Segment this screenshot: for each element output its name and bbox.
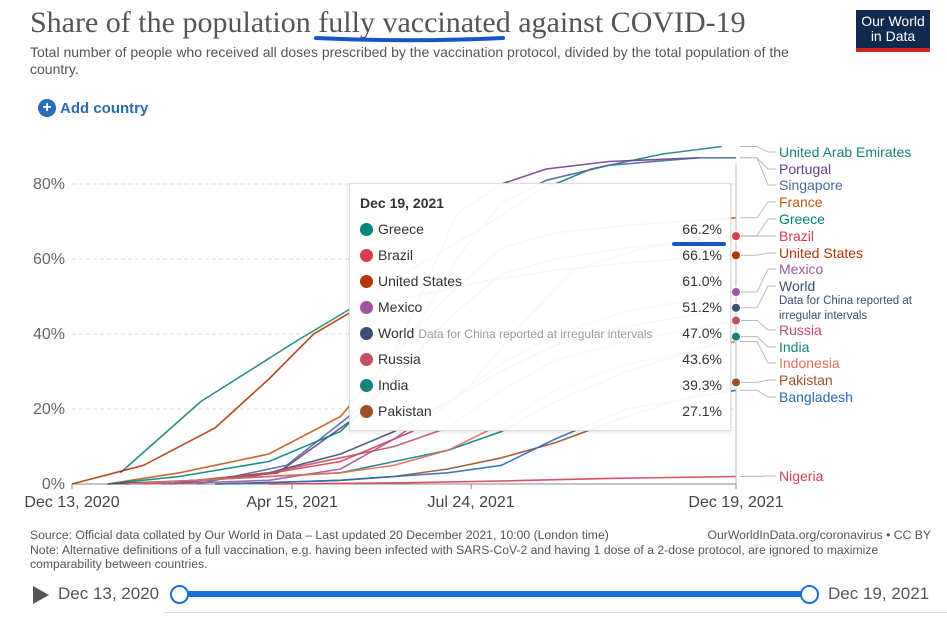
tooltip-row: United States 61.0%	[360, 272, 722, 292]
source-note: Source: Official data collated by Our Wo…	[30, 528, 935, 572]
legend-connector	[740, 158, 776, 185]
tooltip-series-name: Brazil	[378, 247, 413, 263]
tooltip-series-value: 43.6%	[682, 351, 722, 367]
hover-marker	[732, 332, 741, 341]
x-tick-label: Dec 19, 2021	[688, 494, 783, 511]
tooltip-row: Greece 66.2%	[360, 220, 722, 240]
series-color-dot	[360, 275, 373, 288]
tooltip-series-name: United States	[378, 273, 462, 289]
legend-label: irregular intervals	[779, 310, 867, 322]
legend-label: Greece	[779, 211, 825, 227]
source-link[interactable]: OurWorldInData.org/coronavirus • CC BY	[708, 528, 932, 543]
legend-connector	[740, 390, 776, 397]
tooltip-series-value: 66.1%	[682, 247, 722, 263]
legend-connector	[740, 202, 776, 218]
tooltip-row: Pakistan 27.1%	[360, 402, 722, 422]
legend-connector	[740, 219, 776, 236]
series-color-dot	[360, 405, 373, 418]
bottom-tabs-bar	[163, 612, 947, 629]
value-underline-annotation	[672, 242, 726, 246]
timeline-end-label: Dec 19, 2021	[828, 584, 929, 604]
legend-label: Singapore	[779, 177, 843, 193]
hover-marker	[732, 303, 741, 312]
title-underline-annotation	[316, 38, 503, 40]
y-tick-label: 80%	[33, 176, 65, 193]
tooltip-series-name: India	[378, 377, 408, 393]
tooltip-row: Brazil 66.1%	[360, 246, 722, 266]
tooltip-series-note: Data for China reported at irregular int…	[418, 327, 652, 341]
tooltip-series-value: 66.2%	[682, 221, 722, 237]
tooltip-series-name: Mexico	[378, 299, 422, 315]
legend-label: India	[779, 339, 810, 355]
tooltip-series-name: Greece	[378, 221, 424, 237]
legend-label: Bangladesh	[779, 389, 853, 405]
x-tick-label: Jul 24, 2021	[428, 494, 515, 511]
play-icon[interactable]	[33, 586, 49, 604]
y-tick-label: 20%	[33, 401, 65, 418]
series-color-dot	[360, 353, 373, 366]
y-tick-label: 0%	[42, 476, 65, 493]
legend-label: Nigeria	[779, 468, 824, 484]
x-tick-label: Dec 13, 2020	[24, 494, 119, 511]
hover-marker	[732, 288, 741, 297]
y-tick-label: 40%	[33, 326, 65, 343]
legend-label: Mexico	[779, 261, 824, 277]
tooltip-date: Dec 19, 2021	[360, 195, 444, 211]
legend-label: United Arab Emirates	[779, 144, 911, 160]
legend-label: Indonesia	[779, 355, 840, 371]
legend-connector	[740, 321, 776, 331]
legend-label: Data for China reported at	[779, 295, 913, 307]
legend-connectors	[740, 147, 776, 477]
timeline-start-label: Dec 13, 2020	[58, 584, 159, 604]
tooltip-series-value: 39.3%	[682, 377, 722, 393]
legend-label: Pakistan	[779, 372, 833, 388]
series-color-dot	[360, 223, 373, 236]
series-color-dot	[360, 301, 373, 314]
footnote: Note: Alternative definitions of a full …	[30, 543, 935, 572]
legend-label: World	[779, 278, 815, 294]
legend-label: Portugal	[779, 161, 831, 177]
legend-connector	[740, 269, 776, 292]
hover-marker	[732, 251, 741, 260]
legend-label: France	[779, 194, 823, 210]
tooltip-row: Russia 43.6%	[360, 350, 722, 370]
tooltip-row: Mexico 51.2%	[360, 298, 722, 318]
timeline-track[interactable]	[178, 591, 810, 597]
hover-marker	[732, 378, 741, 387]
tooltip: Dec 19, 2021 Greece 66.2% Brazil 66.1% Unite…	[349, 183, 731, 431]
y-tick-label: 60%	[33, 251, 65, 268]
tooltip-series-name: Pakistan	[378, 403, 432, 419]
tooltip-series-name: Russia	[378, 351, 421, 367]
series-color-dot	[360, 379, 373, 392]
hover-markers	[732, 164, 741, 484]
tooltip-row: India 39.3%	[360, 376, 722, 396]
legend: United Arab EmiratesPortugalSingaporeFra…	[779, 144, 913, 484]
legend-connector	[740, 476, 776, 477]
timeline-start-handle[interactable]	[170, 585, 189, 604]
tooltip-series-value: 51.2%	[682, 299, 722, 315]
legend-connector	[740, 147, 776, 153]
hover-marker	[732, 316, 741, 325]
series-color-dot	[360, 327, 373, 340]
legend-label: Russia	[779, 322, 822, 338]
tooltip-series-value: 27.1%	[682, 403, 722, 419]
legend-connector	[740, 380, 776, 382]
annotations	[316, 38, 503, 40]
tooltip-series-value: 61.0%	[682, 273, 722, 289]
series-color-dot	[360, 249, 373, 262]
timeline: Dec 13, 2020 Dec 19, 2021	[0, 578, 947, 610]
hover-marker	[732, 232, 741, 241]
timeline-end-handle[interactable]	[800, 585, 819, 604]
legend-connector	[740, 253, 776, 255]
legend-label: United States	[779, 245, 863, 261]
legend-label: Brazil	[779, 228, 814, 244]
tooltip-series-value: 47.0%	[682, 325, 722, 341]
legend-connector	[740, 342, 776, 364]
x-tick-label: Apr 15, 2021	[246, 494, 338, 511]
